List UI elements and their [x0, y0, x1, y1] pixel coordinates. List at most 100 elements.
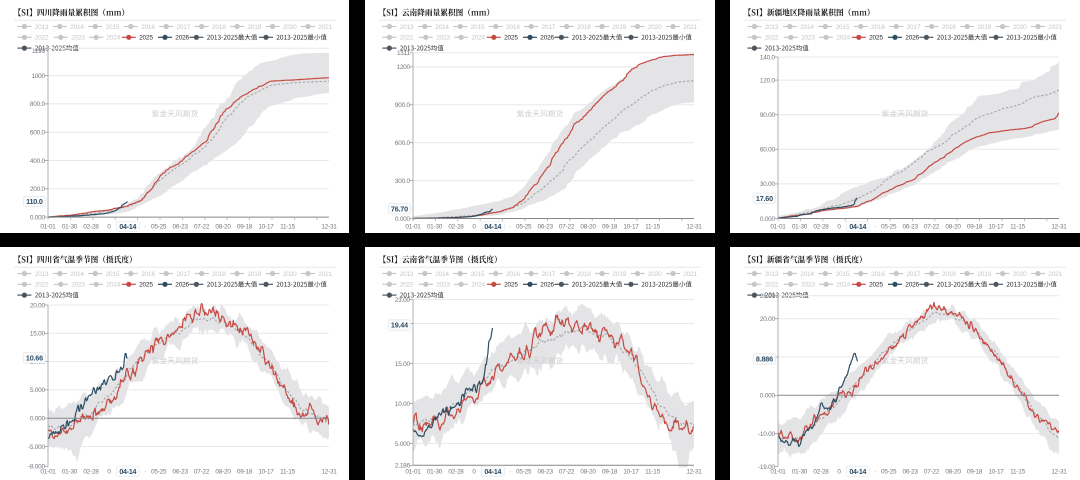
svg-text:05-25: 05-25	[516, 468, 532, 475]
svg-text:08-20: 08-20	[945, 468, 961, 475]
svg-text:2020: 2020	[283, 270, 297, 277]
svg-text:2025: 2025	[869, 281, 883, 288]
svg-text:2016: 2016	[506, 24, 520, 31]
svg-text:11-15: 11-15	[280, 468, 296, 475]
svg-text:2019: 2019	[612, 24, 626, 31]
svg-text:2026: 2026	[175, 281, 189, 288]
svg-text:05-25: 05-25	[151, 468, 167, 475]
svg-text:01-01: 01-01	[770, 224, 786, 231]
svg-text:·: ·	[509, 224, 511, 231]
svg-text:2014: 2014	[800, 24, 814, 31]
svg-text:11-15: 11-15	[645, 224, 661, 231]
svg-text:-19.00: -19.00	[757, 463, 775, 470]
svg-text:2021: 2021	[683, 270, 697, 277]
svg-text:07-22: 07-22	[559, 224, 575, 231]
svg-text:2026: 2026	[175, 35, 189, 42]
svg-text:2014: 2014	[70, 24, 84, 31]
svg-text:2025: 2025	[139, 35, 153, 42]
svg-text:30.00: 30.00	[759, 181, 775, 188]
svg-text:07-22: 07-22	[194, 224, 210, 231]
svg-text:0: 0	[837, 224, 841, 231]
svg-text:2019: 2019	[977, 270, 991, 277]
svg-text:06-23: 06-23	[902, 468, 918, 475]
svg-text:60.00: 60.00	[759, 147, 775, 154]
svg-text:2021: 2021	[683, 24, 697, 31]
svg-text:06-23: 06-23	[538, 468, 554, 475]
svg-text:26.00: 26.00	[759, 293, 775, 300]
svg-text:2013: 2013	[764, 24, 778, 31]
svg-text:10.00: 10.00	[395, 400, 411, 407]
svg-text:19.44: 19.44	[391, 320, 408, 329]
svg-text:2019: 2019	[977, 24, 991, 31]
svg-text:2026: 2026	[905, 35, 919, 42]
svg-text:12-31: 12-31	[1051, 468, 1067, 475]
svg-text:2022: 2022	[764, 281, 778, 288]
svg-text:2021: 2021	[1048, 270, 1062, 277]
svg-text:2021: 2021	[318, 270, 332, 277]
svg-text:01-01: 01-01	[40, 224, 56, 231]
svg-text:2021: 2021	[1048, 24, 1062, 31]
svg-text:600.0: 600.0	[395, 140, 411, 147]
svg-text:2020: 2020	[283, 24, 297, 31]
svg-text:04-14: 04-14	[849, 468, 866, 475]
svg-text:2.186: 2.186	[395, 462, 411, 469]
svg-text:0.000: 0.000	[395, 216, 411, 223]
svg-text:110.0: 110.0	[26, 197, 43, 206]
svg-text:02-28: 02-28	[813, 468, 829, 475]
svg-text:08-20: 08-20	[580, 224, 596, 231]
svg-text:06-23: 06-23	[173, 224, 189, 231]
svg-text:900.0: 900.0	[395, 102, 411, 109]
svg-text:12-31: 12-31	[321, 224, 337, 231]
svg-text:12-31: 12-31	[686, 224, 702, 231]
svg-text:600.0: 600.0	[30, 130, 46, 137]
svg-text:08-20: 08-20	[580, 468, 596, 475]
svg-text:20.00: 20.00	[759, 316, 775, 323]
svg-text:02-28: 02-28	[448, 224, 464, 231]
svg-text:11-15: 11-15	[645, 468, 661, 475]
svg-text:09-18: 09-18	[966, 224, 982, 231]
svg-text:07-22: 07-22	[923, 224, 939, 231]
svg-text:2014: 2014	[70, 270, 84, 277]
svg-text:2016: 2016	[141, 24, 155, 31]
svg-text:07-22: 07-22	[559, 468, 575, 475]
svg-text:0: 0	[472, 224, 476, 231]
svg-text:1200: 1200	[396, 64, 410, 71]
svg-text:2022: 2022	[400, 281, 414, 288]
svg-text:8.886: 8.886	[755, 354, 772, 363]
svg-text:2013: 2013	[400, 24, 414, 31]
svg-text:01-01: 01-01	[405, 468, 421, 475]
svg-text:2018: 2018	[212, 24, 226, 31]
svg-text:02-28: 02-28	[448, 468, 464, 475]
svg-text:2015: 2015	[835, 270, 849, 277]
svg-text:17.60: 17.60	[755, 194, 772, 203]
svg-text:05-25: 05-25	[881, 224, 897, 231]
svg-text:2023: 2023	[436, 281, 450, 288]
svg-text:2023: 2023	[801, 35, 815, 42]
svg-text:05-25: 05-25	[151, 224, 167, 231]
svg-text:2018: 2018	[212, 270, 226, 277]
svg-text:01-01: 01-01	[405, 224, 421, 231]
svg-text:2022: 2022	[764, 35, 778, 42]
svg-text:2024: 2024	[836, 35, 850, 42]
svg-text:2020: 2020	[1012, 270, 1026, 277]
svg-text:04-14: 04-14	[849, 224, 866, 231]
svg-text:15.00: 15.00	[30, 330, 46, 337]
svg-text:06-23: 06-23	[173, 468, 189, 475]
svg-text:10-17: 10-17	[988, 468, 1004, 475]
svg-text:06-23: 06-23	[538, 224, 554, 231]
svg-text:20.00: 20.00	[30, 302, 46, 309]
svg-text:2013: 2013	[35, 270, 49, 277]
svg-text:2018: 2018	[577, 24, 591, 31]
svg-text:02-28: 02-28	[83, 224, 99, 231]
svg-text:09-18: 09-18	[602, 468, 618, 475]
svg-text:2026: 2026	[540, 281, 554, 288]
svg-text:·: ·	[144, 224, 146, 231]
svg-text:2016: 2016	[871, 24, 885, 31]
svg-text:2017: 2017	[177, 270, 191, 277]
svg-text:2016: 2016	[141, 270, 155, 277]
svg-text:2018: 2018	[577, 270, 591, 277]
svg-text:01-30: 01-30	[427, 224, 443, 231]
svg-text:2024: 2024	[836, 281, 850, 288]
svg-text:12-31: 12-31	[686, 468, 702, 475]
svg-text:01-30: 01-30	[791, 224, 807, 231]
